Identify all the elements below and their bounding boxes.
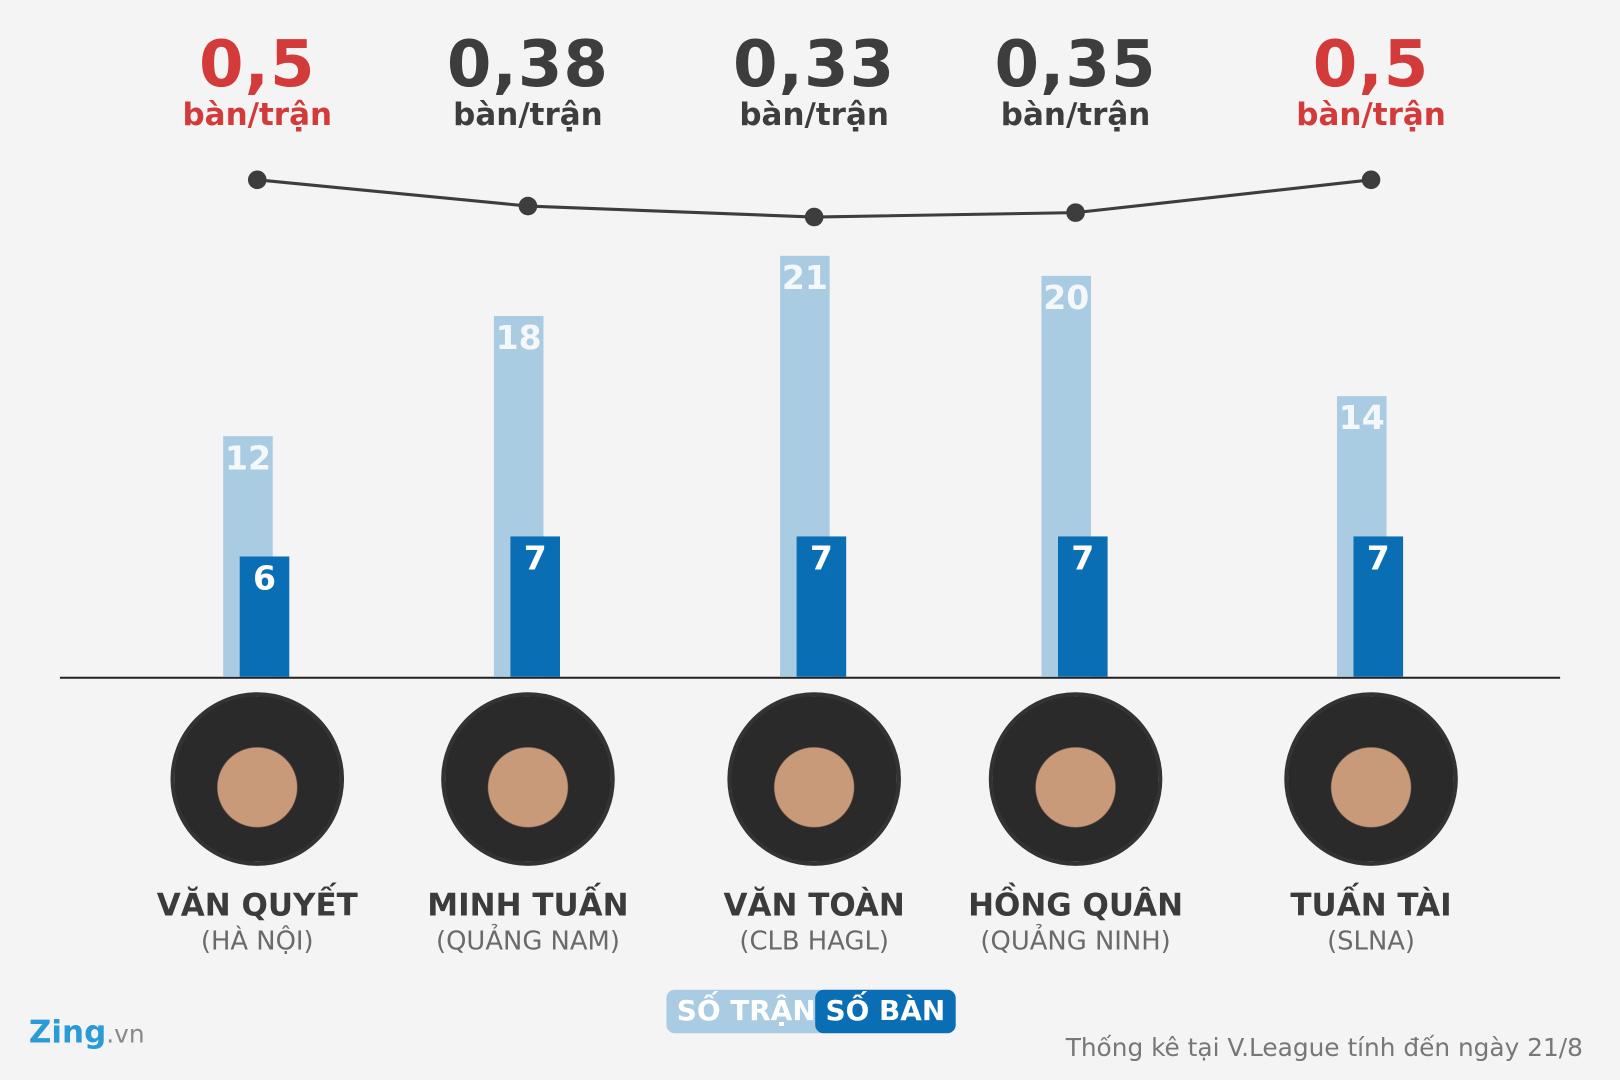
legend-so-ban: SỐ BÀN bbox=[815, 989, 956, 1034]
player-label: MINH TUẤN (QUẢNG NAM) bbox=[383, 886, 672, 956]
ratio-label: 0,5 bàn/trận bbox=[133, 25, 381, 134]
ratio-label: 0,33 bàn/trận bbox=[690, 25, 938, 134]
ratio-value: 0,33 bbox=[733, 25, 896, 102]
ratio-unit: bàn/trận bbox=[453, 97, 603, 134]
player-label: VĂN TOÀN (CLB HAGL) bbox=[670, 886, 959, 956]
goals-label: 7 bbox=[524, 538, 547, 577]
ratio-unit: bàn/trận bbox=[1296, 97, 1446, 134]
ratio-label: 0,5 bàn/trận bbox=[1247, 25, 1495, 134]
player-photo bbox=[441, 692, 615, 866]
ratio-label: 0,35 bàn/trận bbox=[952, 25, 1200, 134]
ratio-value: 0,38 bbox=[446, 25, 610, 102]
matches-label: 14 bbox=[1339, 398, 1385, 437]
goals-bar bbox=[239, 556, 290, 677]
ratio-unit: bàn/trận bbox=[1000, 97, 1151, 134]
ratio-point bbox=[518, 196, 538, 216]
player-photo bbox=[988, 692, 1163, 866]
player-photo bbox=[170, 692, 345, 866]
ratio-point bbox=[1066, 203, 1085, 222]
goals-bar bbox=[1353, 536, 1404, 677]
goals-label: 6 bbox=[253, 559, 276, 598]
goals-label: 7 bbox=[810, 538, 833, 577]
logo-main: Zing bbox=[28, 1014, 107, 1051]
player-photo bbox=[1284, 692, 1458, 866]
ratio-unit: bàn/trận bbox=[182, 97, 333, 134]
player-team: (HÀ NỘI) bbox=[200, 925, 314, 956]
player-label: VĂN QUYẾT (HÀ NỘI) bbox=[113, 886, 402, 956]
player-team: (SLNA) bbox=[1327, 925, 1416, 956]
ratio-point bbox=[247, 170, 267, 190]
matches-label: 21 bbox=[782, 258, 828, 297]
player-name: VĂN QUYẾT bbox=[156, 887, 358, 924]
matches-label: 20 bbox=[1043, 278, 1089, 317]
ratio-unit: bàn/trận bbox=[739, 97, 889, 134]
ratio-point bbox=[1361, 170, 1381, 190]
ratio-label: 0,38 bàn/trận bbox=[404, 25, 652, 134]
legend-so-tran: SỐ TRẬN bbox=[666, 989, 827, 1034]
player-team: (QUẢNG NINH) bbox=[980, 925, 1171, 956]
ratio-value: 0,5 bbox=[1312, 25, 1430, 102]
footer-note: Thống kê tại V.League tính đến ngày 21/8 bbox=[1065, 1033, 1583, 1063]
ratio-value: 0,5 bbox=[198, 25, 316, 102]
player-name: HỒNG QUÂN bbox=[968, 887, 1184, 924]
goals-bar bbox=[1057, 536, 1108, 677]
matches-label: 18 bbox=[496, 318, 542, 357]
player-team: (QUẢNG NAM) bbox=[436, 925, 620, 956]
player-label: TUẤN TÀI (SLNA) bbox=[1226, 886, 1515, 956]
logo-suffix: .vn bbox=[106, 1019, 145, 1049]
goals-label: 7 bbox=[1071, 538, 1094, 577]
ratio-point bbox=[804, 207, 824, 227]
zing-logo: Zing.vn bbox=[29, 1015, 145, 1051]
player-team: (CLB HAGL) bbox=[739, 925, 889, 956]
goals-bar bbox=[510, 536, 560, 677]
matches-label: 12 bbox=[225, 438, 271, 477]
player-photo bbox=[727, 692, 901, 866]
ratio-value: 0,35 bbox=[994, 25, 1157, 102]
player-name: MINH TUẤN bbox=[427, 887, 629, 924]
goals-bar bbox=[796, 536, 847, 677]
player-name: TUẤN TÀI bbox=[1290, 887, 1452, 924]
player-name: VĂN TOÀN bbox=[723, 887, 905, 924]
goals-label: 7 bbox=[1367, 538, 1390, 577]
player-label: HỒNG QUÂN (QUẢNG NINH) bbox=[931, 886, 1220, 956]
